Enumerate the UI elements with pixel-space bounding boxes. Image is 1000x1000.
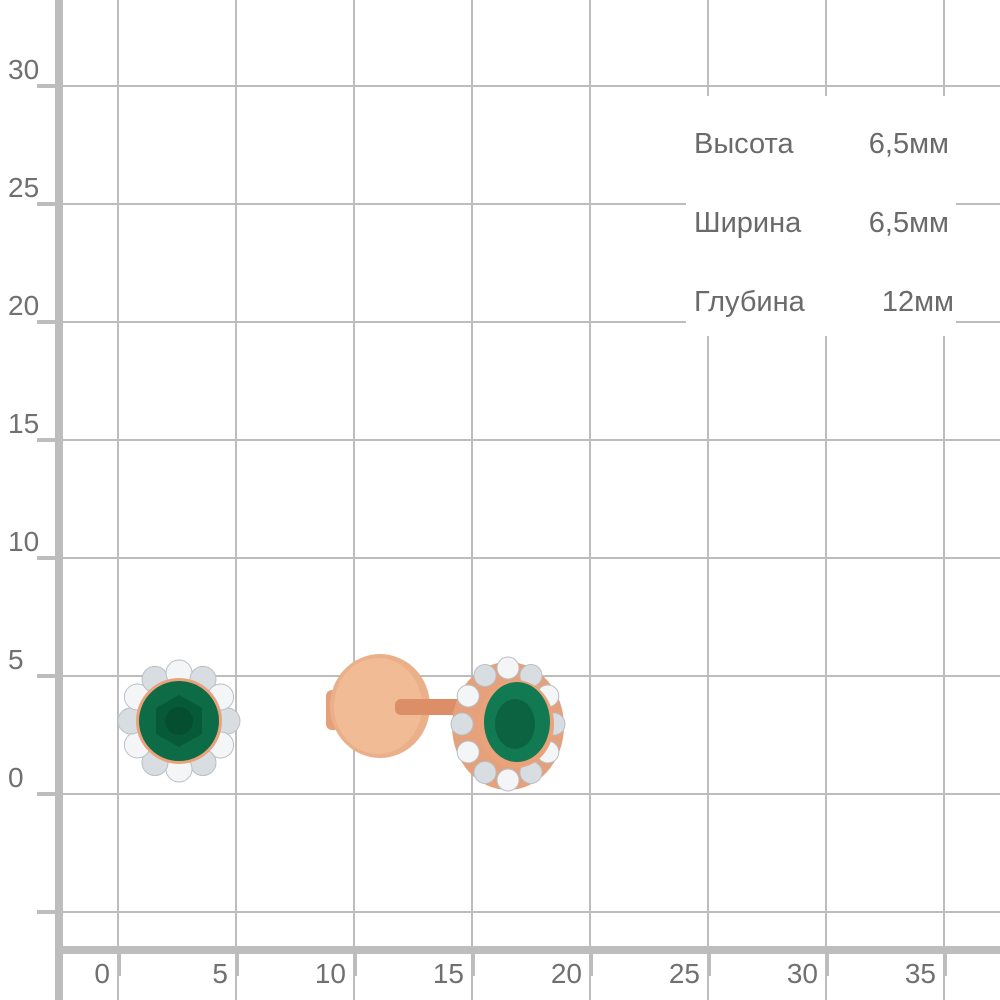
accent-diamond [450,712,474,736]
x-tick-label: 30 [786,958,818,989]
y-tick-mark [37,556,59,560]
accent-diamond [456,684,480,708]
x-tick-label: 15 [432,958,464,989]
spec-label: Ширина [694,207,802,239]
y-tick-mark [37,674,59,678]
spec-label: Глубина [694,286,805,318]
y-tick-label: 0 [8,762,24,793]
accent-diamond [496,656,520,680]
y-axis-line [55,0,63,1000]
y-tick-label: 25 [8,172,40,203]
earring-side-view [326,654,566,792]
y-tick-mark [37,910,59,914]
spec-width: Ширина 6,5мм [694,207,949,240]
spec-value: 6,5мм [868,207,949,239]
spec-height: Высота 6,5мм [694,128,949,161]
y-tick-label: 10 [8,526,40,557]
accent-diamond [473,760,497,784]
x-tick-mark [235,954,239,976]
x-tick-mark [117,954,121,976]
y-tick-label: 5 [8,644,24,675]
y-tick-label: 20 [8,290,40,321]
earring-front-view [117,659,241,783]
accent-diamond [456,740,480,764]
x-tick-mark [589,954,593,976]
y-tick-label: 30 [8,54,40,85]
y-tick-label: 15 [8,408,40,439]
spec-value: 12мм [881,286,954,318]
y-tick-mark [37,320,59,324]
y-tick-mark [37,202,59,206]
y-tick-mark [37,792,59,796]
spec-label: Высота [694,128,794,160]
dimensions-panel: Высота 6,5мм Ширина 6,5мм Глубина 12мм [686,96,956,336]
accent-diamond [473,664,497,688]
x-tick-mark [943,954,947,976]
x-tick-label: 5 [212,958,228,989]
x-tick-label: 10 [314,958,346,989]
x-tick-mark [825,954,829,976]
x-tick-mark [353,954,357,976]
spec-value: 6,5мм [868,128,949,160]
accent-diamond [496,768,520,792]
x-tick-label: 35 [904,958,936,989]
y-tick-mark [37,438,59,442]
x-axis-line [55,946,1000,954]
x-tick-mark [471,954,475,976]
y-tick-mark [37,84,59,88]
x-tick-label: 0 [94,958,110,989]
x-tick-label: 20 [550,958,582,989]
x-tick-mark [707,954,711,976]
x-tick-label: 25 [668,958,700,989]
spec-depth: Глубина 12мм [694,286,954,319]
